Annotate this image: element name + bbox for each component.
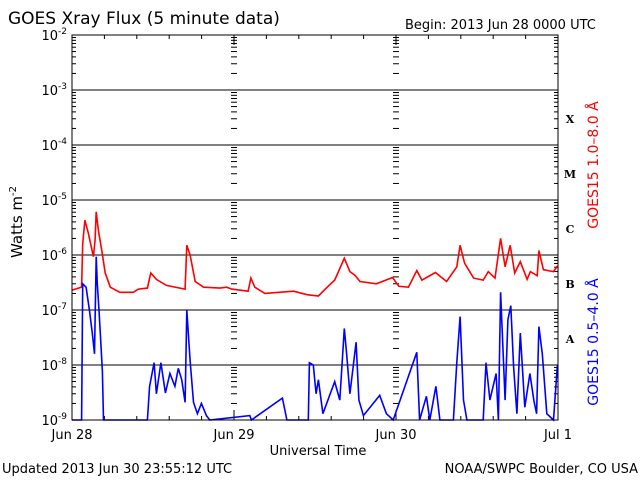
flare-class-labels: X M C B A xyxy=(564,113,576,346)
y-tick-exponent: -8 xyxy=(58,357,67,367)
y-tick-labels: 10-210-310-410-510-610-710-810-9 xyxy=(41,27,67,429)
x-axis-label: Universal Time xyxy=(270,444,367,459)
y-tick-base: 10 xyxy=(41,304,58,319)
y-tick-base: 10 xyxy=(41,359,58,374)
y-tick-exponent: -7 xyxy=(58,302,67,312)
flare-class-label: M xyxy=(564,168,576,181)
flare-class-label: A xyxy=(565,333,575,346)
axis-ticks xyxy=(71,35,559,421)
x-tick-labels: Jun 28 Jun 29 Jun 30 Jul 1 xyxy=(51,428,573,443)
y-axis-label-exponent: -2 xyxy=(8,186,19,196)
series-line-long-channel xyxy=(71,211,559,297)
y-tick-base: 10 xyxy=(41,139,58,154)
plot-frame xyxy=(71,34,559,421)
y-tick-label: 10-3 xyxy=(41,82,67,99)
credit-text: NOAA/SWPC Boulder, CO USA xyxy=(445,462,638,477)
y-tick-exponent: -6 xyxy=(58,247,67,257)
y-tick-label: 10-6 xyxy=(41,247,67,264)
chart-title: GOES Xray Flux (5 minute data) xyxy=(8,9,280,29)
y-tick-exponent: -9 xyxy=(58,412,67,422)
y-axis-label-text: Watts m xyxy=(8,196,26,258)
y-tick-base: 10 xyxy=(41,194,58,209)
y-tick-base: 10 xyxy=(41,29,58,44)
y-tick-base: 10 xyxy=(41,84,58,99)
legend-long-channel: GOES15 1.0–8.0 Å xyxy=(585,101,602,229)
x-tick-label: Jun 29 xyxy=(213,428,255,443)
begin-time: Begin: 2013 Jun 28 0000 UTC xyxy=(405,18,596,33)
y-tick-label: 10-4 xyxy=(41,137,67,154)
series-line-short-channel xyxy=(72,256,559,422)
y-tick-label: 10-7 xyxy=(41,302,67,319)
x-tick-label: Jul 1 xyxy=(543,428,572,443)
updated-timestamp: Updated 2013 Jun 30 23:55:12 UTC xyxy=(2,462,232,477)
y-tick-label: 10-5 xyxy=(41,192,67,209)
y-tick-exponent: -3 xyxy=(58,82,67,92)
y-tick-exponent: -2 xyxy=(58,27,67,37)
y-tick-label: 10-9 xyxy=(41,412,67,429)
flare-class-label: C xyxy=(566,223,575,236)
legend-short-channel: GOES15 0.5–4.0 Å xyxy=(585,278,602,406)
y-tick-label: 10-2 xyxy=(41,27,67,44)
x-tick-label: Jun 28 xyxy=(51,428,93,443)
flare-class-label: X xyxy=(566,113,575,126)
y-axis-label: Watts m-2 xyxy=(8,186,26,258)
y-tick-base: 10 xyxy=(41,414,58,429)
y-tick-exponent: -4 xyxy=(58,137,67,147)
series-layer xyxy=(71,211,559,422)
x-tick-label: Jun 30 xyxy=(375,428,417,443)
y-tick-base: 10 xyxy=(41,249,58,264)
flare-class-label: B xyxy=(565,278,574,291)
y-tick-exponent: -5 xyxy=(58,192,67,202)
y-tick-label: 10-8 xyxy=(41,357,67,374)
